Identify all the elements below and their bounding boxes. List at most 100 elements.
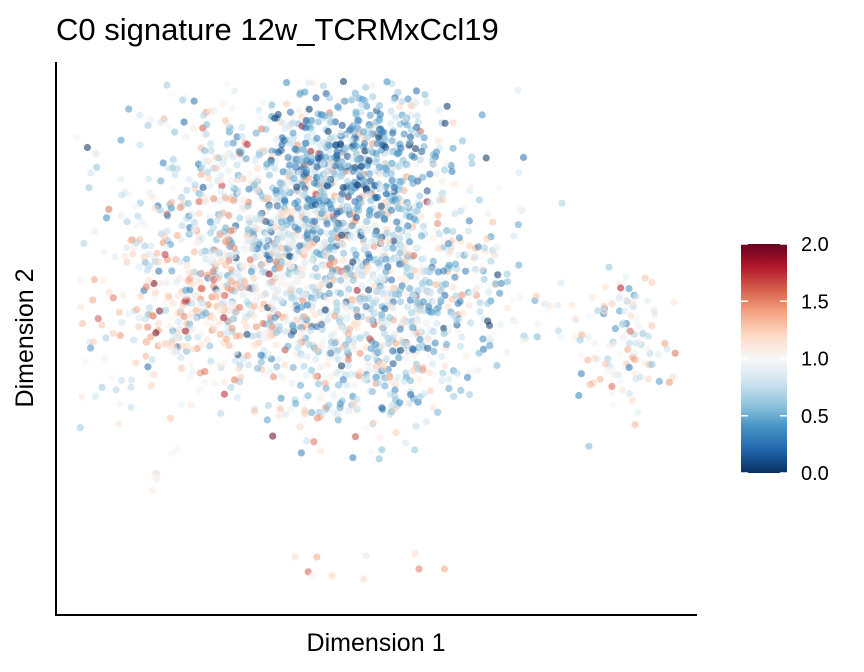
data-point xyxy=(415,565,423,573)
data-point xyxy=(298,270,306,279)
data-point xyxy=(455,234,463,242)
data-point xyxy=(423,187,431,195)
data-point xyxy=(276,230,284,238)
data-point xyxy=(424,344,432,352)
data-point xyxy=(191,293,199,301)
data-point xyxy=(225,211,233,220)
data-point xyxy=(217,210,225,218)
data-point xyxy=(333,411,341,419)
data-point xyxy=(475,349,483,357)
data-point xyxy=(396,249,404,257)
data-point xyxy=(269,432,277,440)
data-point xyxy=(265,270,273,278)
data-point xyxy=(243,232,251,240)
data-point xyxy=(371,230,379,238)
data-point xyxy=(394,373,402,381)
data-point xyxy=(491,251,499,259)
data-point xyxy=(293,146,301,154)
data-point xyxy=(367,317,376,325)
data-point xyxy=(516,294,524,302)
data-point xyxy=(183,342,191,350)
data-point xyxy=(343,132,351,140)
data-point xyxy=(143,339,151,347)
data-point xyxy=(148,486,156,494)
data-point xyxy=(186,310,195,318)
data-point xyxy=(354,116,362,124)
data-point xyxy=(351,433,360,441)
data-point xyxy=(568,301,576,309)
data-point xyxy=(146,189,154,197)
data-point xyxy=(264,401,272,410)
data-point xyxy=(124,310,133,318)
data-point xyxy=(218,304,226,312)
data-point xyxy=(352,142,360,150)
data-point xyxy=(382,268,390,276)
data-point xyxy=(78,393,86,401)
data-point xyxy=(445,261,453,269)
data-point xyxy=(152,288,160,296)
data-point xyxy=(426,387,435,395)
data-point xyxy=(361,97,369,105)
data-point xyxy=(313,224,321,232)
data-point xyxy=(289,119,297,127)
data-point xyxy=(334,103,342,111)
data-point xyxy=(477,265,485,273)
data-point xyxy=(162,340,170,348)
data-point xyxy=(100,354,108,362)
data-point xyxy=(335,317,343,325)
data-point xyxy=(323,220,331,228)
data-point xyxy=(249,244,257,252)
data-point xyxy=(243,330,251,338)
data-point xyxy=(622,273,630,281)
data-point xyxy=(428,360,437,368)
data-point xyxy=(515,168,523,177)
data-point xyxy=(340,300,348,309)
data-point xyxy=(189,345,197,353)
data-point xyxy=(435,230,443,238)
data-point xyxy=(434,137,442,145)
data-point xyxy=(665,378,674,386)
data-point xyxy=(519,336,527,345)
data-point xyxy=(353,155,361,164)
data-point xyxy=(78,320,87,328)
data-point xyxy=(475,196,483,204)
data-point xyxy=(310,179,319,187)
data-point xyxy=(293,277,301,285)
data-point xyxy=(135,111,144,119)
data-points xyxy=(73,77,679,583)
data-point xyxy=(413,123,421,131)
data-point xyxy=(420,268,428,276)
data-point xyxy=(386,313,394,321)
data-point xyxy=(397,275,405,283)
data-point xyxy=(147,116,155,124)
data-point xyxy=(100,277,108,285)
data-point xyxy=(425,368,433,376)
data-point xyxy=(406,133,415,141)
data-point xyxy=(362,552,370,560)
data-point xyxy=(265,350,273,359)
data-point xyxy=(161,233,169,241)
data-point xyxy=(382,182,390,190)
data-point xyxy=(286,108,294,116)
data-point xyxy=(353,124,361,132)
data-point xyxy=(173,334,181,342)
data-point xyxy=(201,378,209,386)
data-point xyxy=(132,201,140,210)
data-point xyxy=(406,377,415,385)
data-point xyxy=(434,408,442,416)
data-point xyxy=(289,363,297,372)
data-point xyxy=(631,370,639,378)
data-point xyxy=(187,401,195,409)
data-point xyxy=(297,423,305,431)
data-point xyxy=(493,361,501,370)
data-point xyxy=(189,124,198,133)
data-point xyxy=(206,342,214,350)
data-point xyxy=(308,129,316,137)
data-point xyxy=(511,317,520,326)
data-point xyxy=(440,324,448,332)
data-point xyxy=(343,346,351,354)
data-point xyxy=(347,233,355,241)
data-point xyxy=(339,183,347,192)
data-point xyxy=(639,329,647,338)
data-point xyxy=(416,306,424,314)
